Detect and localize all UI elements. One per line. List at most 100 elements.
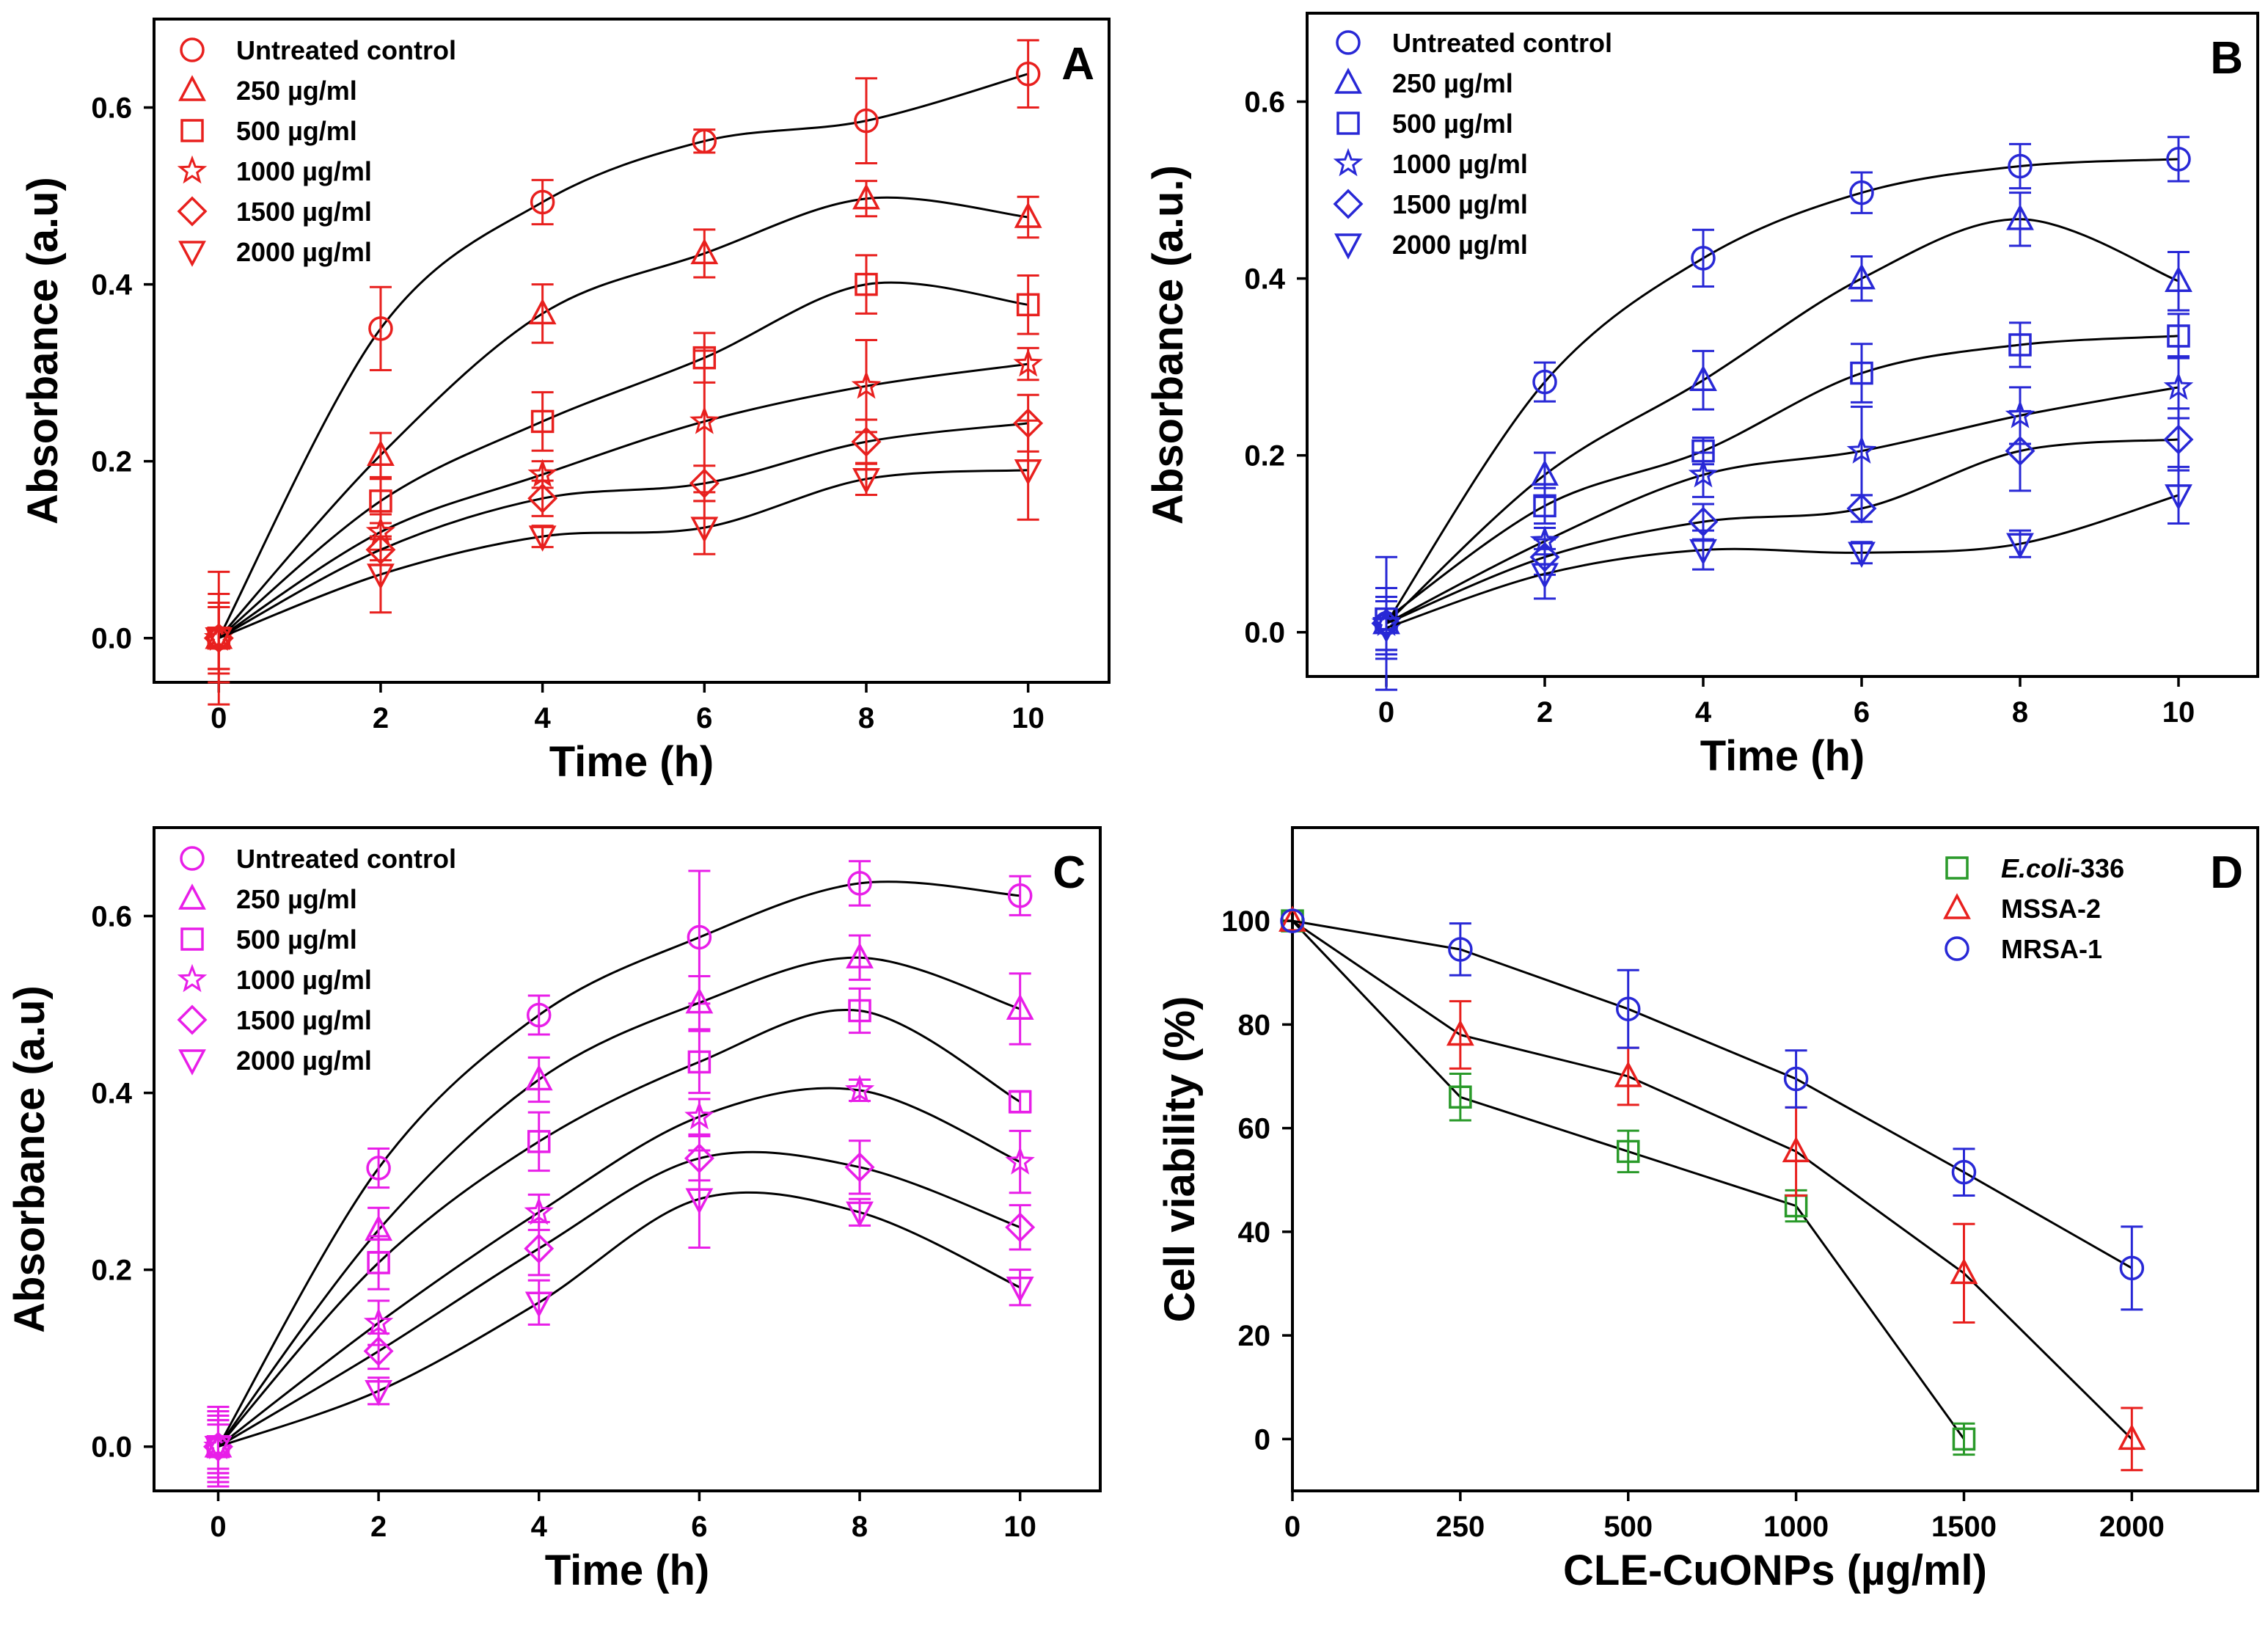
legend-label: 500 µg/ml <box>236 924 357 955</box>
data-point <box>846 942 874 968</box>
data-point <box>852 183 880 210</box>
series-untreated-control <box>1374 136 2191 691</box>
data-point <box>1950 1258 1978 1285</box>
data-point <box>368 316 393 341</box>
series-fit-line <box>218 422 1028 640</box>
data-point <box>1006 993 1034 1020</box>
data-point <box>1952 1427 1976 1451</box>
legend-label: Untreated control <box>1392 28 1612 58</box>
legend-label: Untreated control <box>236 35 456 65</box>
data-point <box>1531 459 1559 486</box>
data-point <box>530 409 555 434</box>
data-point <box>1014 459 1042 486</box>
data-point <box>1279 905 1306 932</box>
legend-label: 1500 µg/ml <box>236 197 372 227</box>
data-point <box>363 1307 394 1336</box>
data-point <box>1016 293 1040 317</box>
y-tick-label: 0.2 <box>91 446 132 478</box>
data-point <box>2005 436 2035 467</box>
data-point <box>1848 263 1876 290</box>
data-point <box>524 1064 553 1091</box>
data-point <box>684 1101 714 1130</box>
data-point <box>524 1291 553 1318</box>
x-tick-label: 2 <box>1537 696 1553 729</box>
legend-label: 1500 µg/ml <box>1392 189 1528 219</box>
x-tick-label: 1000 <box>1763 1511 1829 1543</box>
data-point <box>1782 1136 1810 1163</box>
data-point <box>1280 908 1305 933</box>
data-point <box>2167 324 2190 348</box>
legend-marker <box>1336 112 1360 135</box>
legend-label: 1500 µg/ml <box>236 1005 372 1035</box>
x-tick-label: 10 <box>1003 1511 1036 1543</box>
y-axis-label: Absorbance (a.u) <box>6 985 54 1333</box>
series-fit-line <box>218 362 1028 639</box>
data-point <box>692 128 717 154</box>
series-line <box>1292 919 2133 1440</box>
data-point <box>1616 1139 1640 1164</box>
legend-label: 500 µg/ml <box>236 116 357 146</box>
y-tick-label: 100 <box>1221 905 1270 938</box>
legend-marker <box>1943 893 1971 919</box>
data-point <box>528 525 557 552</box>
data-point <box>1532 369 1557 395</box>
legend: Untreated control 250 µg/ml 500 µg/ml 1000 … <box>177 35 456 267</box>
data-point <box>524 1233 555 1264</box>
data-point <box>1014 202 1042 228</box>
series-fit-line <box>218 469 1028 640</box>
series-mssa-2 <box>1279 905 2146 1472</box>
data-point <box>1015 61 1041 87</box>
series-fit-line <box>218 281 1028 639</box>
data-point <box>2163 424 2194 455</box>
series-fit-line <box>1385 218 2179 624</box>
data-point <box>854 108 879 134</box>
legend-marker <box>180 119 204 142</box>
plot-frame <box>1306 12 2259 678</box>
data-point <box>1006 1277 1034 1303</box>
legend-marker <box>177 155 208 184</box>
legend-marker <box>180 927 204 951</box>
x-tick-label: 2000 <box>2099 1511 2165 1543</box>
data-point <box>366 1156 391 1181</box>
series-250-g-ml <box>205 180 1042 684</box>
panel-letter: B <box>2210 33 2243 84</box>
series-1000-g-ml <box>203 1074 1035 1475</box>
legend-label: 1000 µg/ml <box>236 156 372 186</box>
series-line <box>1292 919 2133 1269</box>
panel-a-chart: 0 2 4 6 8 10 0.0 0.2 0.4 0.6 Time (h) Absorbance (a… <box>19 18 1111 786</box>
series-2000-g-ml <box>1372 465 2192 656</box>
data-point <box>2119 1255 2145 1281</box>
series-e-coli-336 <box>1281 909 1976 1456</box>
legend-marker <box>178 241 206 267</box>
legend-marker <box>177 196 208 227</box>
x-tick-label: 0 <box>1378 696 1394 729</box>
y-tick-label: 60 <box>1238 1113 1271 1145</box>
data-point <box>1448 937 1473 962</box>
data-point <box>2118 1423 2146 1451</box>
data-point <box>2008 333 2032 357</box>
data-point <box>2165 266 2192 292</box>
data-point <box>844 1152 875 1183</box>
y-axis-label: Cell viability (%) <box>1156 996 1204 1323</box>
panel-b-chart: 0 2 4 6 8 10 0.0 0.2 0.4 0.6 Time (h) Absorbance (a… <box>1144 12 2259 780</box>
legend-label: 1000 µg/ml <box>1392 149 1528 179</box>
legend-label: 2000 µg/ml <box>1392 230 1528 260</box>
data-point <box>1531 563 1559 589</box>
data-point <box>1372 616 1400 643</box>
y-tick-label: 40 <box>1238 1216 1271 1249</box>
series-fit-line <box>217 1008 1021 1448</box>
legend-marker <box>1334 67 1362 94</box>
series-fit-line <box>1386 386 2179 625</box>
series-250-g-ml <box>1372 191 2192 660</box>
x-tick-label: 1500 <box>1931 1511 1997 1543</box>
series-fit-line <box>217 956 1021 1448</box>
data-point <box>1007 883 1033 908</box>
data-point <box>367 439 395 466</box>
data-point <box>1005 1146 1035 1175</box>
series-untreated-control <box>205 860 1033 1488</box>
series-1000-g-ml <box>1371 355 2194 652</box>
x-tick-label: 4 <box>535 702 552 734</box>
legend-marker <box>180 37 205 62</box>
y-tick-label: 0 <box>1254 1423 1270 1456</box>
